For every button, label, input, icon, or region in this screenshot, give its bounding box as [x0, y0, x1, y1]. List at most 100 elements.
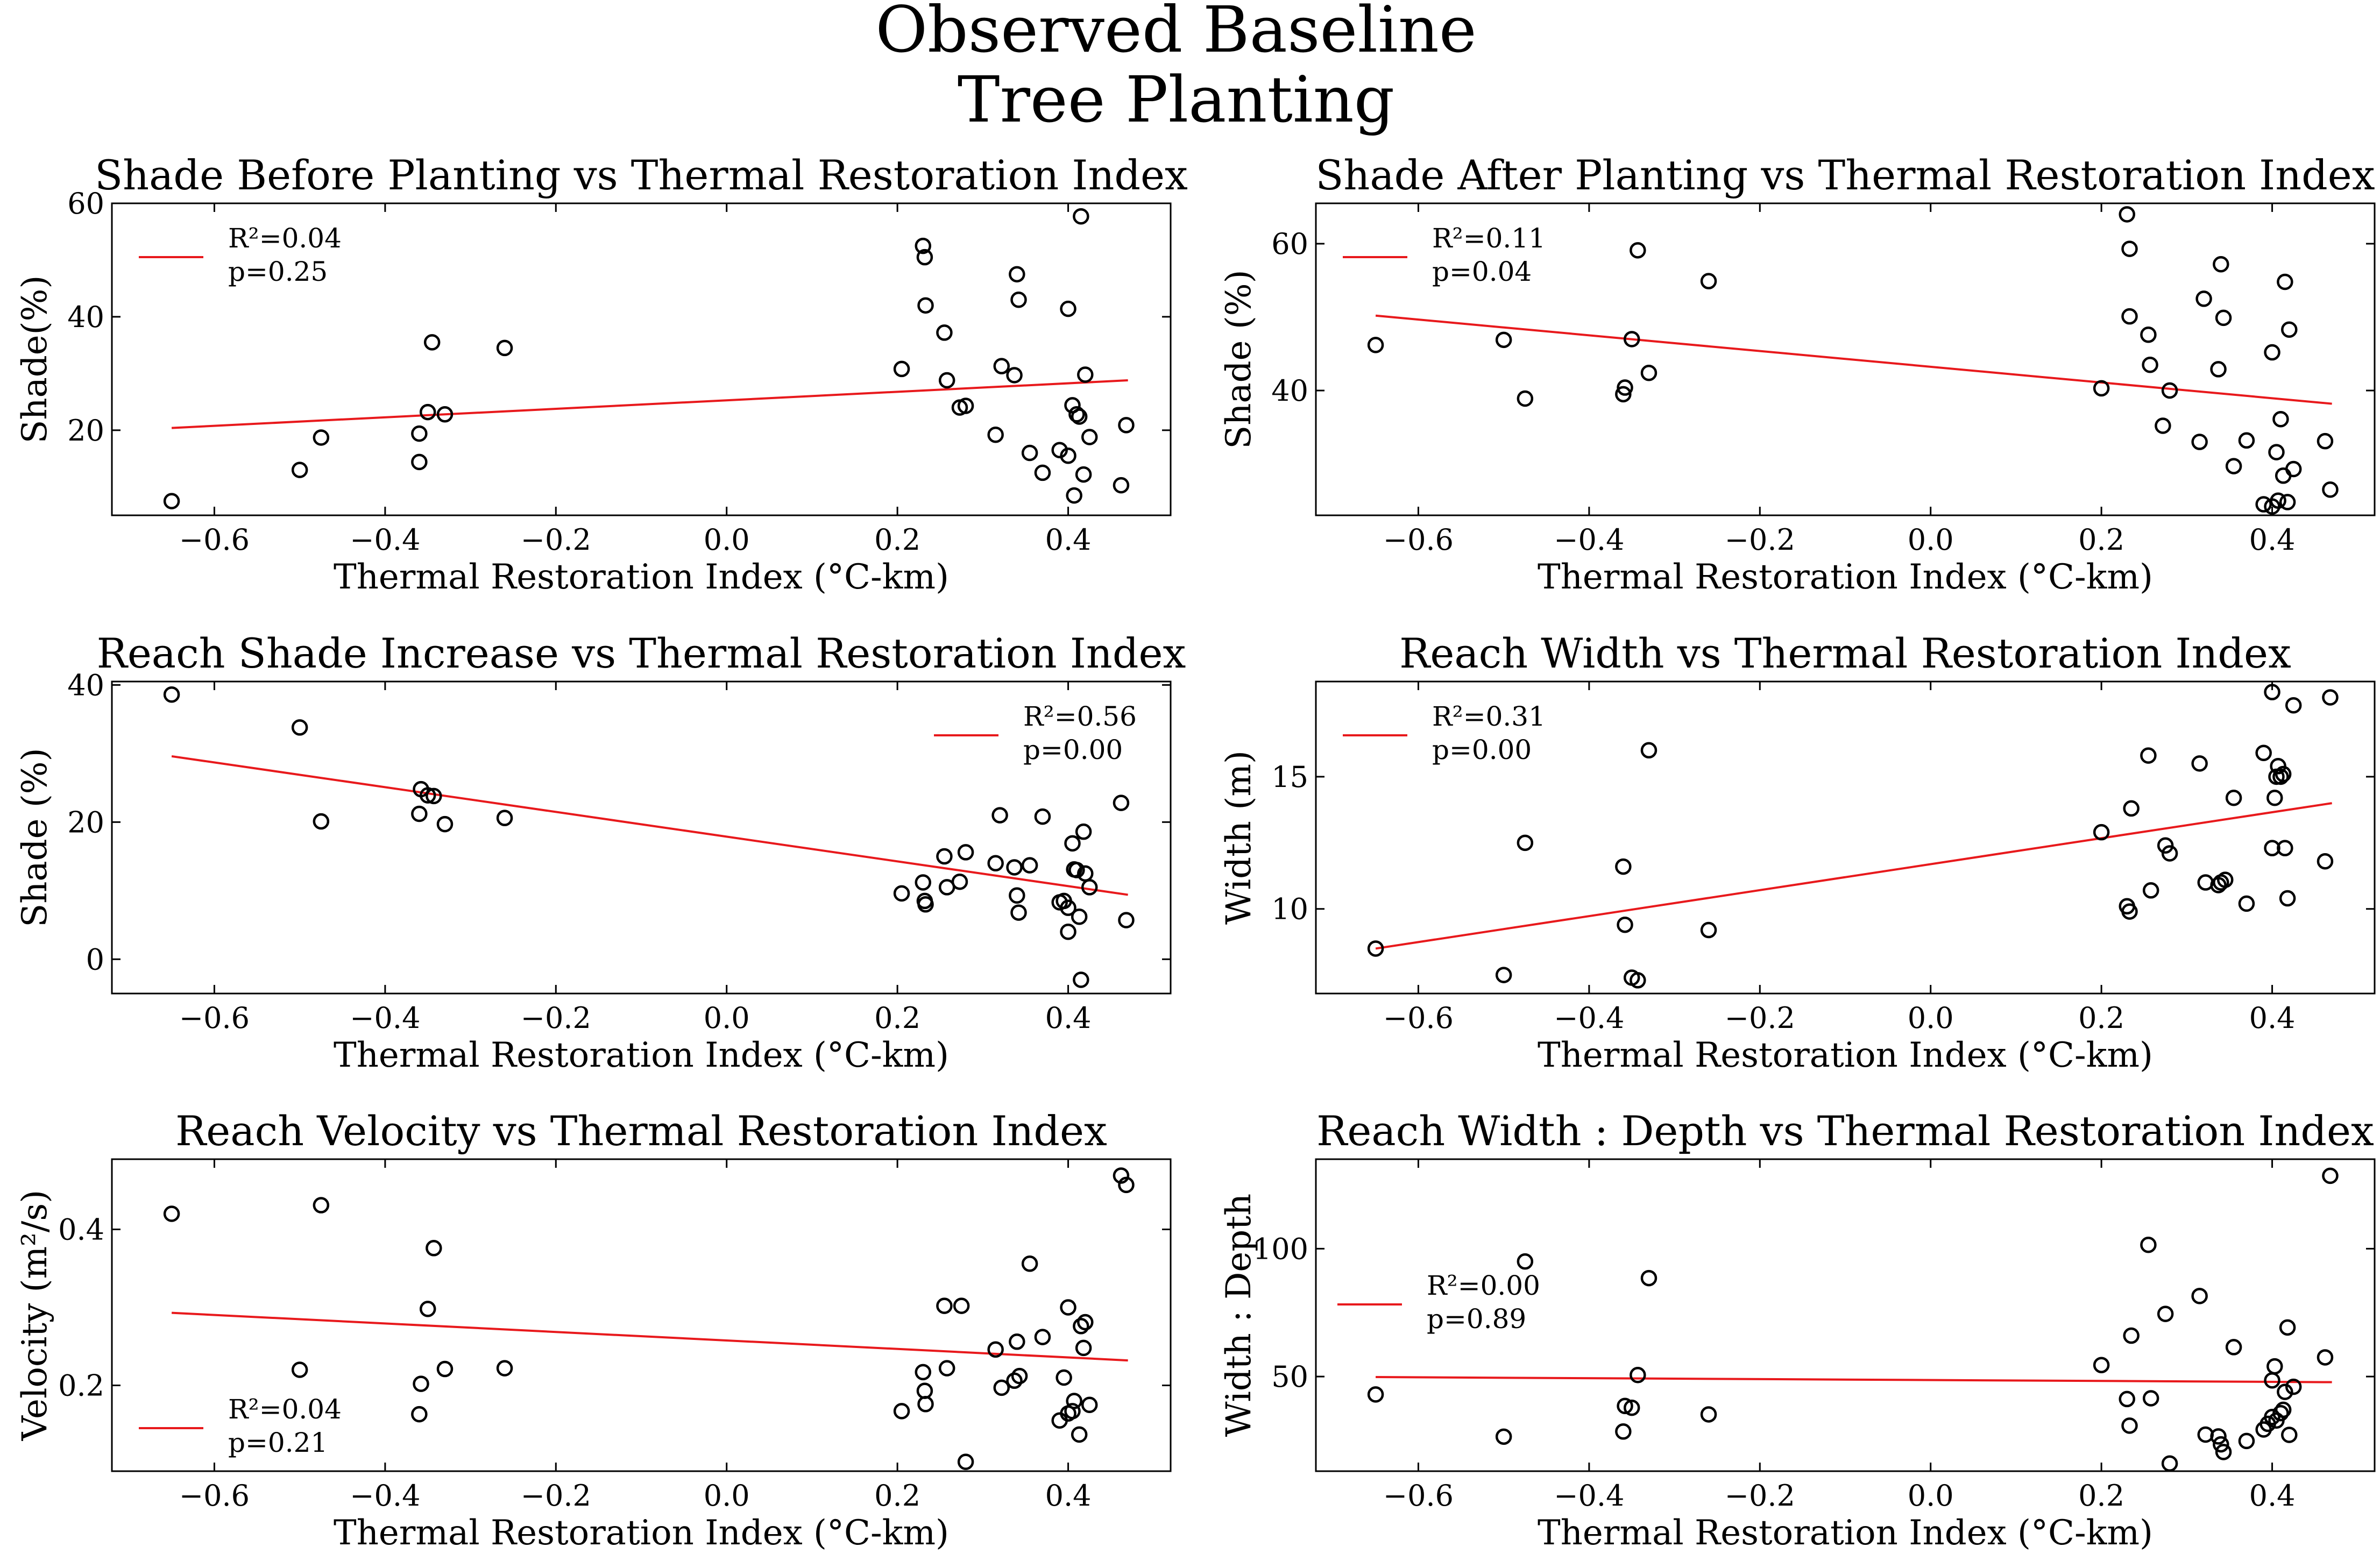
legend-p-value: p=0.21	[228, 1427, 328, 1458]
legend-p-value: p=0.89	[1427, 1303, 1526, 1335]
data-point	[1066, 487, 1082, 504]
y-tick-label: 0.4	[58, 1213, 104, 1247]
legend-r-squared: R²=0.56	[1023, 701, 1137, 732]
data-point	[1623, 1399, 1640, 1416]
regression-line	[1376, 1376, 2332, 1383]
data-point	[2270, 492, 2286, 509]
data-point	[1113, 1167, 1130, 1184]
scatter-panel-1: Shade Before Planting vs Thermal Restora…	[15, 151, 1188, 597]
data-point	[1113, 794, 1130, 811]
scatter-panel-5: Reach Velocity vs Thermal Restoration In…	[15, 1107, 1172, 1553]
data-point	[1021, 1255, 1038, 1272]
data-point	[2155, 417, 2171, 434]
data-point	[917, 1396, 934, 1413]
data-point	[2255, 496, 2272, 513]
data-point	[2161, 382, 2178, 399]
data-point	[1009, 266, 1025, 283]
data-point	[915, 1364, 931, 1381]
data-point	[2161, 845, 2178, 862]
data-point	[1068, 406, 1085, 423]
data-point	[993, 1379, 1010, 1396]
data-point	[1060, 300, 1076, 317]
data-point	[411, 805, 428, 822]
data-point	[938, 372, 955, 389]
data-point	[1066, 1393, 1082, 1409]
figure-title-line-1: Observed Baseline	[875, 0, 1476, 67]
data-point	[313, 429, 330, 446]
data-point	[2317, 1349, 2334, 1366]
data-point	[419, 787, 436, 804]
data-point	[991, 807, 1008, 824]
data-point	[1640, 364, 1658, 381]
plot-frame	[111, 1158, 1172, 1472]
data-point	[1081, 429, 1098, 445]
y-tick-label: 60	[1271, 227, 1308, 261]
data-point	[2285, 460, 2302, 478]
plot-frame	[1315, 680, 2376, 995]
panel-title: Reach Width : Depth vs Thermal Restorati…	[1316, 1107, 2374, 1155]
legend: R²=0.31p=0.00	[1343, 701, 1546, 765]
x-tick-label: 0.2	[874, 523, 920, 557]
x-tick-label: −0.6	[1383, 1479, 1454, 1513]
y-tick-label: 0	[86, 942, 104, 976]
x-tick-label: 0.0	[704, 523, 750, 557]
data-point	[893, 885, 910, 902]
data-point	[496, 810, 513, 826]
x-tick-label: 0.4	[2249, 1001, 2296, 1035]
scatter-panel-2: Shade After Planting vs Thermal Restorat…	[1219, 151, 2376, 597]
data-point	[1517, 1253, 1534, 1270]
data-point	[1064, 835, 1081, 852]
data-point	[1495, 331, 1512, 349]
data-point	[2277, 273, 2293, 290]
data-point	[2123, 1327, 2140, 1344]
data-point	[2266, 790, 2283, 806]
regression-line	[171, 379, 1128, 429]
data-point	[1075, 466, 1092, 483]
data-point	[1367, 1386, 1384, 1403]
x-tick-label: −0.4	[1554, 1479, 1624, 1513]
data-point	[1617, 1397, 1633, 1415]
data-point	[1009, 1333, 1025, 1350]
data-point	[2225, 1339, 2242, 1356]
data-point	[2264, 684, 2280, 700]
x-tick-label: −0.2	[521, 1479, 591, 1513]
data-point	[1617, 916, 1633, 933]
data-point	[413, 1375, 429, 1392]
x-tick-label: 0.2	[2078, 1479, 2124, 1513]
x-tick-label: −0.2	[521, 523, 591, 557]
data-point	[2142, 356, 2158, 373]
data-point	[2121, 308, 2138, 325]
data-point	[2123, 800, 2140, 817]
data-point	[2213, 1436, 2229, 1453]
data-point	[917, 896, 934, 913]
x-tick-label: −0.2	[521, 1001, 591, 1035]
data-point	[163, 686, 180, 703]
data-point	[936, 324, 953, 341]
y-tick-label: 20	[67, 805, 104, 839]
data-point	[1640, 742, 1658, 759]
data-point	[2119, 206, 2135, 223]
data-point	[987, 1341, 1004, 1358]
data-point	[1060, 1299, 1076, 1316]
data-point	[1077, 1314, 1094, 1331]
x-tick-label: −0.6	[179, 1001, 250, 1035]
data-point	[2161, 1455, 2178, 1472]
regression-line	[171, 755, 1128, 896]
data-point	[1006, 1372, 1023, 1389]
x-tick-label: 0.4	[1045, 1001, 1092, 1035]
data-point	[2217, 871, 2234, 888]
data-point	[2210, 1428, 2227, 1445]
data-point	[993, 358, 1010, 374]
regression-line	[1375, 802, 2332, 950]
data-point	[2121, 903, 2138, 920]
data-point	[1077, 366, 1094, 383]
data-point	[2210, 361, 2227, 378]
x-tick-label: −0.2	[1725, 1479, 1795, 1513]
data-point	[1034, 808, 1051, 825]
x-tick-label: −0.6	[1383, 523, 1454, 557]
data-point	[2266, 1358, 2283, 1375]
data-point	[2317, 853, 2334, 870]
data-point	[1118, 417, 1135, 434]
data-point	[2140, 747, 2157, 764]
panel-title: Reach Velocity vs Thermal Restoration In…	[175, 1107, 1107, 1155]
